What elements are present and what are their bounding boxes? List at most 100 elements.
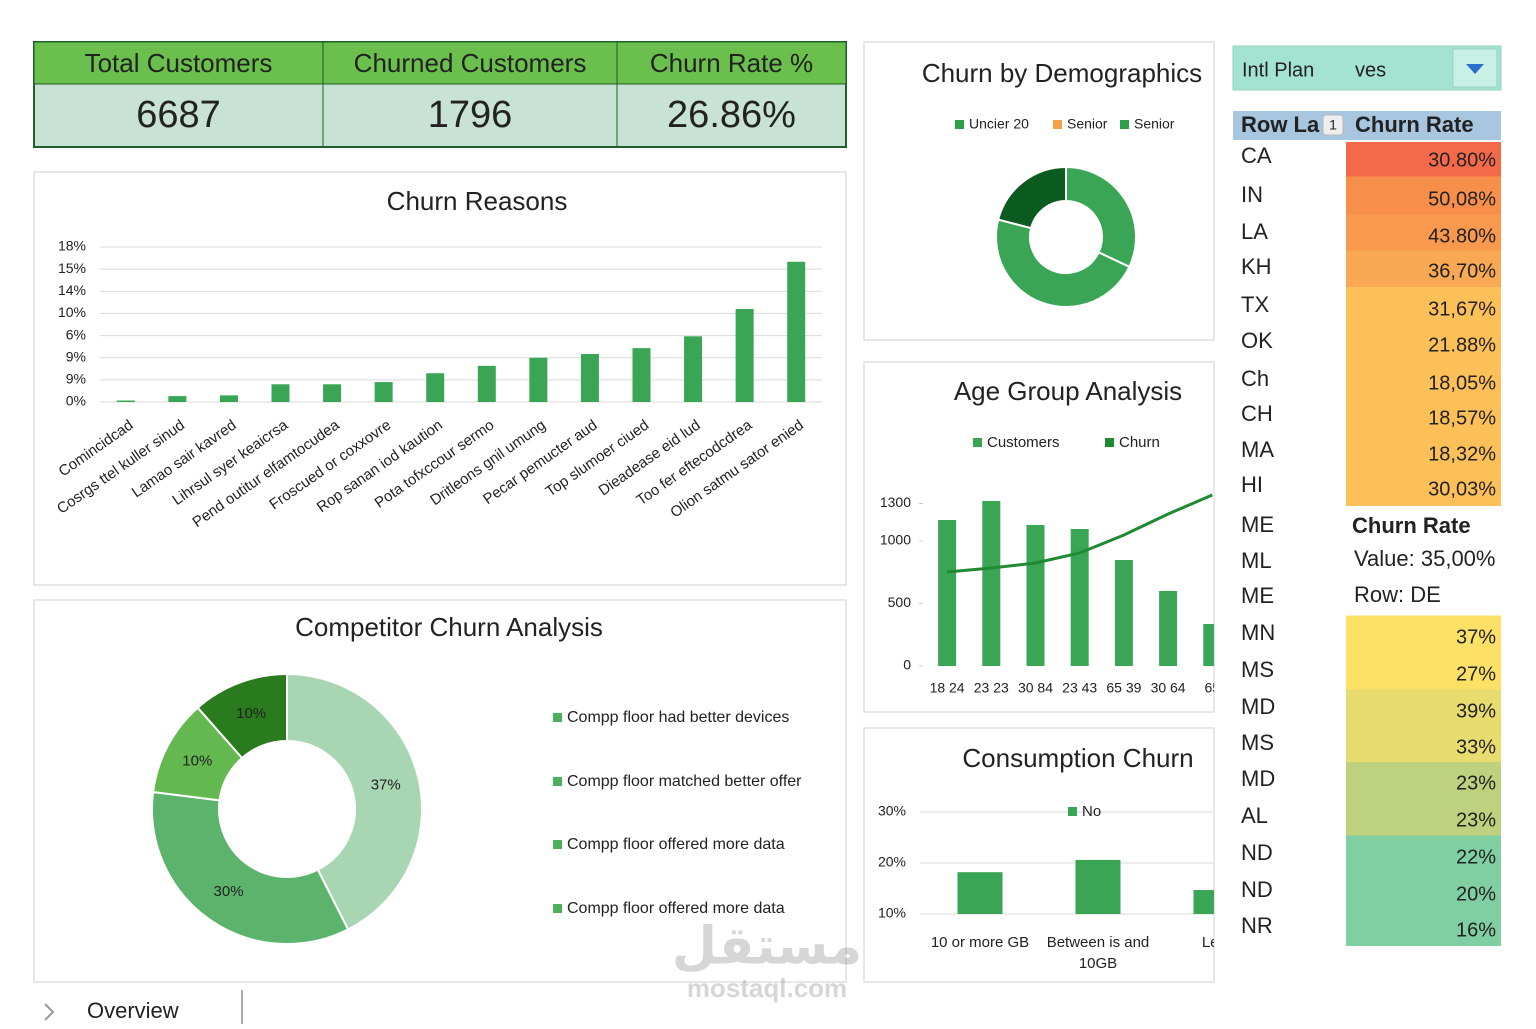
x-tick-label: 23 23 (974, 680, 1009, 696)
legend-label: Compp floor had better devices (567, 709, 789, 726)
y-tick-label: 10% (58, 304, 86, 320)
row-label: MA (1241, 437, 1274, 462)
row-value: 50,08% (1428, 188, 1496, 210)
value-cell (1346, 726, 1501, 762)
value-cell (1346, 872, 1501, 909)
legend-label: Senior (1134, 116, 1175, 132)
row-label: MN (1241, 620, 1275, 645)
kpi-label: Total Customers (85, 48, 273, 78)
row-label: MD (1241, 766, 1275, 791)
chart: Competitor Churn Analysis 37% 30% 10% 10% Com… (33, 599, 847, 983)
bar (529, 357, 548, 402)
x-tick-label: 10 or more GB (930, 934, 1030, 951)
watermark: مستقل mostaql.com (672, 918, 862, 1003)
bar (957, 872, 1003, 914)
chart: Age Group Analysis 0 500 1000 1300 18 24 23 23… (863, 361, 1215, 713)
chart: Churn by Demographics Uncier 20 Senior Seni… (863, 41, 1215, 341)
bar (1114, 560, 1133, 666)
bar (632, 348, 651, 402)
filter-label: Intl Plan (1242, 59, 1314, 81)
row-value: 16% (1456, 919, 1496, 941)
row-value: 37% (1456, 626, 1496, 648)
row-label: KH (1241, 254, 1272, 279)
tooltip-line: Value: 35,00% (1354, 546, 1495, 571)
tab-chevron[interactable] (44, 1003, 55, 1021)
bar (219, 395, 238, 402)
chart-title: Age Group Analysis (954, 376, 1182, 406)
value-cell (1346, 142, 1501, 177)
kpi-value: 6687 (136, 94, 221, 136)
x-tick-label: 65 39 (1106, 680, 1141, 696)
value-cell (1346, 287, 1501, 324)
bar (684, 336, 703, 402)
y-tick-label: 14% (58, 282, 86, 298)
bar (426, 373, 445, 402)
badge[interactable] (1322, 114, 1344, 136)
tooltip: Churn Rate Value: 35,00% Row: DE (1352, 513, 1495, 607)
row-value: 18,05% (1428, 372, 1496, 394)
value-cell (1346, 324, 1501, 361)
y-tick-label: 9% (66, 348, 86, 364)
tooltip-line: Row: DE (1354, 582, 1441, 607)
value-cell (1346, 214, 1501, 251)
row-value: 23% (1456, 809, 1496, 831)
y-tick-label: 9% (66, 371, 86, 387)
value-cell (1346, 689, 1501, 726)
bar (1075, 859, 1121, 914)
y-tick-label: 10% (878, 905, 906, 921)
x-tick-label: 30 64 (1151, 680, 1186, 696)
value-cell (1346, 652, 1501, 690)
bar (938, 520, 957, 666)
row-value: 30,03% (1428, 478, 1496, 500)
row-label: MD (1241, 694, 1275, 719)
row-label: ME (1241, 583, 1274, 608)
row-value: 21.88% (1428, 334, 1496, 356)
y-tick-label: 6% (66, 326, 86, 342)
kpi-label: Churned Customers (354, 48, 587, 78)
charts: Churn Reasons0%9%9%6%10%14%15%18%Cominci… (33, 41, 1231, 983)
row-label: IN (1241, 182, 1263, 207)
legend-label: Compp floor offered more data (567, 900, 785, 917)
row-label: NR (1241, 913, 1273, 938)
x-tick-box: Between is and 10GB (1047, 934, 1150, 972)
value-cell (1346, 762, 1501, 799)
value-cell (1346, 433, 1501, 469)
panel (863, 727, 1215, 983)
watermark-arabic: مستقل (672, 918, 862, 976)
chart-title: Churn by Demographics (922, 58, 1202, 88)
x-tick-label: 23 43 (1062, 680, 1097, 696)
row-value: 30.80% (1428, 149, 1496, 171)
kpi-header (33, 41, 324, 85)
pivot-table: Intl Plan ves Row La 1 Churn Rate CA 30.8… (1232, 45, 1502, 946)
legend-swatch (553, 904, 562, 913)
x-tick-label: 30 84 (1018, 680, 1053, 696)
tab-bar: Overview (44, 990, 243, 1024)
data-label: 10% (182, 752, 212, 769)
y-tick-label: 15% (58, 260, 86, 276)
value-cell (1346, 250, 1501, 287)
legend-swatch (973, 438, 982, 447)
tooltip-title: Churn Rate (1352, 513, 1471, 538)
chart-title: Churn Reasons (387, 186, 568, 216)
legend-swatch (955, 120, 964, 129)
row-value: 18,57% (1428, 407, 1496, 429)
x-tick-label: Lest (1201, 934, 1231, 951)
chart: Consumption Churn 10% 20% 30% 10 or more GB B… (863, 727, 1231, 983)
row-label: HI (1241, 472, 1263, 497)
row-label: Ch (1241, 366, 1269, 391)
x-tick-label: 18 24 (930, 680, 965, 696)
chart-title: Competitor Churn Analysis (295, 612, 603, 642)
legend-swatch (553, 713, 562, 722)
tab[interactable]: Overview (87, 998, 179, 1023)
x-tick-box: Lest (1201, 934, 1231, 951)
donut-segment (196, 672, 288, 760)
bar (116, 400, 135, 402)
value-cell (1346, 361, 1501, 398)
badge-text: 1 (1329, 117, 1337, 133)
bar (374, 382, 393, 402)
y-tick-label: 500 (888, 594, 912, 610)
donut-segment (286, 672, 423, 931)
row-label: ND (1241, 877, 1273, 902)
